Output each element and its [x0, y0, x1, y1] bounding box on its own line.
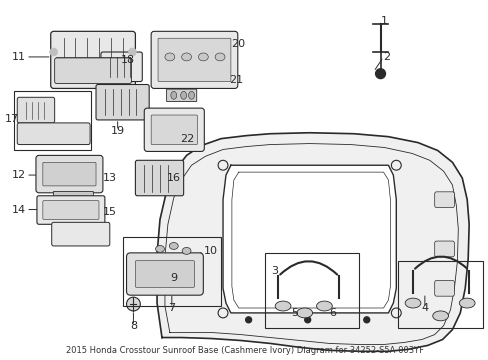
- FancyBboxPatch shape: [17, 97, 55, 123]
- Circle shape: [128, 48, 136, 56]
- FancyBboxPatch shape: [151, 31, 237, 89]
- FancyBboxPatch shape: [434, 280, 453, 296]
- Ellipse shape: [181, 91, 186, 99]
- Text: 14: 14: [12, 204, 26, 215]
- FancyBboxPatch shape: [434, 241, 453, 257]
- FancyBboxPatch shape: [158, 38, 230, 82]
- Ellipse shape: [182, 247, 191, 254]
- Text: 19: 19: [110, 126, 124, 136]
- FancyBboxPatch shape: [101, 52, 142, 82]
- Ellipse shape: [182, 53, 191, 61]
- Ellipse shape: [164, 53, 174, 61]
- FancyBboxPatch shape: [36, 156, 102, 193]
- Polygon shape: [157, 133, 468, 351]
- Text: 8: 8: [130, 321, 137, 331]
- FancyBboxPatch shape: [126, 253, 203, 295]
- FancyBboxPatch shape: [17, 123, 90, 145]
- Ellipse shape: [188, 91, 194, 99]
- Text: 7: 7: [168, 303, 175, 313]
- Circle shape: [126, 297, 140, 311]
- Ellipse shape: [198, 53, 208, 61]
- Ellipse shape: [296, 308, 312, 318]
- Ellipse shape: [155, 246, 164, 252]
- Text: 12: 12: [12, 170, 26, 180]
- Bar: [397, 261, 482, 328]
- Text: 17: 17: [5, 114, 19, 124]
- Bar: [122, 237, 221, 306]
- Ellipse shape: [458, 298, 474, 308]
- FancyBboxPatch shape: [166, 89, 196, 102]
- FancyBboxPatch shape: [51, 31, 135, 89]
- Ellipse shape: [169, 243, 178, 249]
- Text: 10: 10: [203, 246, 217, 256]
- FancyBboxPatch shape: [53, 192, 93, 206]
- FancyBboxPatch shape: [52, 222, 110, 246]
- Text: 3: 3: [271, 266, 278, 276]
- Text: 2015 Honda Crosstour Sunroof Base (Cashmere Ivory) Diagram for 34252-S5A-003YF: 2015 Honda Crosstour Sunroof Base (Cashm…: [66, 346, 423, 355]
- Text: 21: 21: [228, 75, 243, 85]
- FancyBboxPatch shape: [144, 108, 204, 152]
- FancyBboxPatch shape: [55, 58, 131, 84]
- FancyArrowPatch shape: [414, 257, 466, 269]
- Text: 22: 22: [179, 134, 194, 144]
- Circle shape: [363, 317, 369, 323]
- Ellipse shape: [405, 298, 420, 308]
- Text: 18: 18: [121, 55, 135, 65]
- Text: 9: 9: [169, 274, 177, 283]
- Text: 1: 1: [380, 15, 387, 26]
- Ellipse shape: [316, 301, 332, 311]
- FancyBboxPatch shape: [135, 160, 183, 196]
- Bar: [265, 253, 358, 328]
- Polygon shape: [223, 165, 395, 313]
- Text: 4: 4: [421, 303, 427, 313]
- Circle shape: [304, 317, 310, 323]
- FancyBboxPatch shape: [43, 201, 99, 219]
- Text: 6: 6: [329, 308, 336, 318]
- Text: 15: 15: [102, 207, 117, 217]
- Ellipse shape: [275, 301, 290, 311]
- Bar: [14, 91, 91, 150]
- FancyBboxPatch shape: [96, 85, 149, 120]
- FancyBboxPatch shape: [37, 196, 104, 224]
- Circle shape: [50, 48, 58, 56]
- FancyBboxPatch shape: [135, 261, 194, 287]
- Ellipse shape: [170, 91, 176, 99]
- Text: 5: 5: [291, 308, 298, 318]
- Circle shape: [375, 69, 385, 78]
- FancyBboxPatch shape: [151, 115, 197, 145]
- Ellipse shape: [215, 53, 224, 61]
- Text: 20: 20: [230, 39, 244, 49]
- FancyBboxPatch shape: [434, 192, 453, 208]
- Text: 13: 13: [102, 173, 117, 183]
- Ellipse shape: [432, 311, 447, 321]
- Text: 2: 2: [383, 52, 390, 62]
- FancyBboxPatch shape: [43, 162, 96, 186]
- Circle shape: [245, 317, 251, 323]
- FancyArrowPatch shape: [280, 261, 337, 275]
- Text: 16: 16: [166, 173, 181, 183]
- Text: 11: 11: [12, 52, 26, 62]
